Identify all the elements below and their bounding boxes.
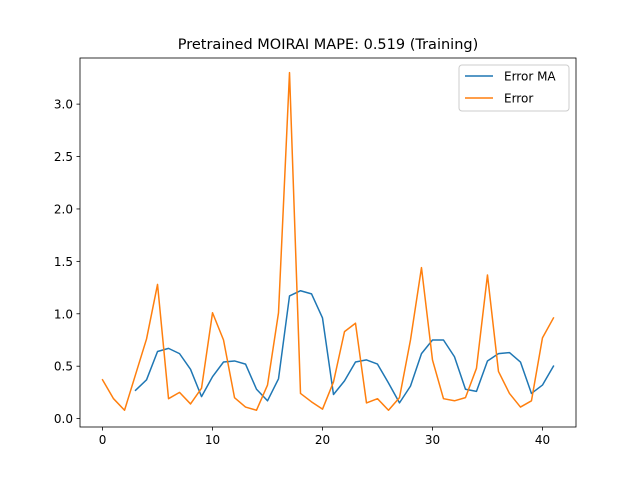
series-line-error-ma [134,289,555,404]
x-tick-label: 40 [535,433,550,447]
legend-label: Error [504,92,533,106]
axes-frame [79,57,577,428]
y-tick-label: 0.5 [54,360,73,374]
x-tick-label: 0 [99,433,107,447]
x-tick-label: 10 [205,433,220,447]
legend-label: Error MA [504,70,556,84]
series-line-error [101,71,555,411]
y-tick-label: 1.0 [54,307,73,321]
y-tick-label: 0.0 [54,412,73,426]
x-tick-label: 30 [425,433,440,447]
y-tick-label: 2.5 [54,150,73,164]
chart-title: Pretrained MOIRAI MAPE: 0.519 (Training) [178,37,479,53]
x-tick-label: 20 [315,433,330,447]
y-tick-label: 3.0 [54,98,73,112]
y-tick-label: 2.0 [54,202,73,216]
plot-area: 0 10 20 30 40 0.0 0.5 1.0 1.5 2.0 2.5 3.0 [54,57,577,447]
legend: Error MA Error [458,64,570,112]
y-tick-label: 1.5 [54,255,73,269]
